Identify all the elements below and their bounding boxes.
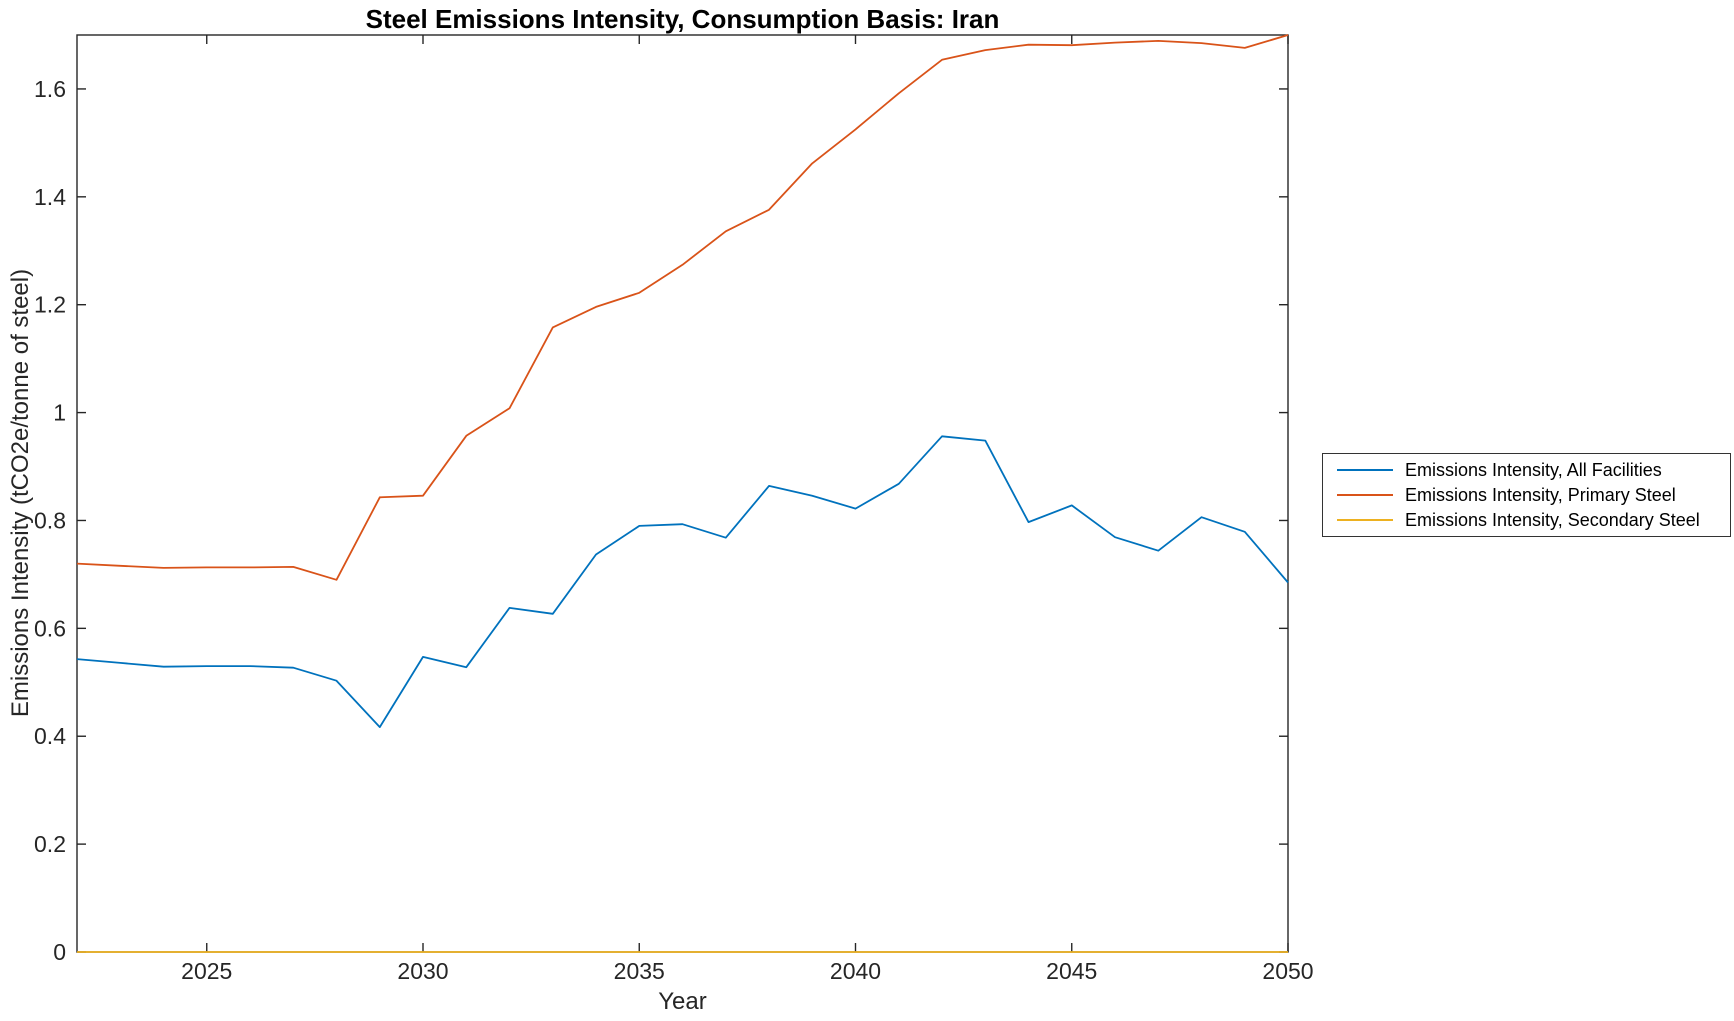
y-tick-label: 0.6 [34,615,66,641]
y-tick-label: 1 [53,400,66,426]
y-tick-label: 0.2 [34,831,66,857]
legend-line-sample [1337,519,1393,521]
series-line-emissions-intensity-primary-steel [76,34,1289,581]
x-tick-label: 2045 [1046,958,1097,984]
chart-title: Steel Emissions Intensity, Consumption B… [365,4,1000,34]
legend-item-label: Emissions Intensity, Secondary Steel [1405,509,1700,530]
y-tick-label: 0.4 [34,723,66,749]
x-tick-label: 2040 [830,958,881,984]
x-tick-label: 2050 [1262,958,1313,984]
y-tick-label: 1.4 [34,184,66,210]
x-tick-label: 2035 [614,958,665,984]
y-tick-label: 0 [53,939,66,965]
legend-line-sample [1337,494,1393,496]
legend-item: Emissions Intensity, Primary Steel [1323,484,1730,506]
y-axis-label: Emissions Intensity (tCO2e/tonne of stee… [7,268,34,718]
y-tick-label: 0.8 [34,507,66,533]
legend-item-label: Emissions Intensity, Primary Steel [1405,484,1676,505]
x-axis-label: Year [658,988,707,1015]
x-tick-label: 2025 [181,958,232,984]
legend-item: Emissions Intensity, Secondary Steel [1323,509,1730,531]
legend-item: Emissions Intensity, All Facilities [1323,459,1730,481]
legend-item-label: Emissions Intensity, All Facilities [1405,459,1662,480]
axes-box [76,34,1289,953]
series-line-emissions-intensity-all-facilities [76,435,1289,728]
x-tick-label: 2030 [397,958,448,984]
y-tick-label: 1.6 [34,76,66,102]
legend-line-sample [1337,469,1393,471]
y-tick-label: 1.2 [34,292,66,318]
legend: Emissions Intensity, All Facilities Emis… [1322,453,1731,537]
